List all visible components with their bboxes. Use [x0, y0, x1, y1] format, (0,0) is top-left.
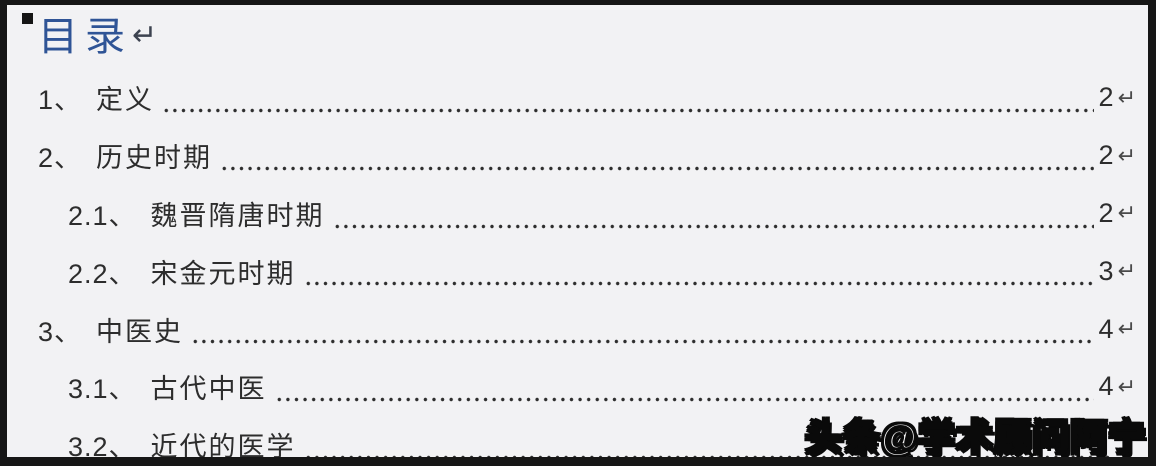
dot-leader [220, 126, 1094, 185]
toc-entry-3-2[interactable]: 3.2、 近代的医学 [7, 415, 1148, 463]
table-of-contents: 1、 定义 2 ↵ 2、 历史时期 2 ↵ 2.1、 魏晋隋唐时期 2 ↵ 2.… [7, 69, 1148, 463]
toc-entry-1[interactable]: 1、 定义 2 ↵ [7, 69, 1148, 127]
page-title: 目录 [38, 15, 132, 59]
toc-entry-number: 3.1、 [68, 374, 137, 405]
toc-entry-label: 古代中医 [150, 374, 267, 405]
toc-entry-2-2[interactable]: 2.2、 宋金元时期 3 ↵ [7, 242, 1148, 301]
paragraph-mark-icon: ↵ [1117, 258, 1136, 284]
toc-page-number: 2 [1098, 197, 1114, 228]
toc-entry-number: 3、 [38, 316, 83, 347]
toc-page-number: 2 [1098, 82, 1114, 113]
toc-page-number: 4 [1098, 313, 1114, 344]
dot-leader [303, 415, 1113, 457]
toc-entry-number: 2.2、 [68, 258, 137, 289]
toc-entry-number: 2.1、 [68, 200, 137, 231]
watermark: 头条@学术顾问阿宁 [804, 416, 1146, 458]
paragraph-mark-icon: ↵ [1117, 316, 1136, 342]
toc-page-number: 2 [1098, 140, 1114, 171]
dot-leader [274, 357, 1094, 416]
toc-entry-label: 近代的医学 [150, 432, 296, 463]
toc-entry-2[interactable]: 2、 历史时期 2 ↵ [7, 126, 1148, 185]
toc-entry-number: 1、 [38, 85, 83, 116]
toc-entry-number: 3.2、 [68, 432, 137, 463]
toc-page-number: 4 [1098, 371, 1114, 402]
toc-entry-label: 定义 [96, 85, 155, 116]
toc-entry-label: 魏晋隋唐时期 [150, 200, 325, 231]
dot-leader [191, 300, 1094, 358]
dot-leader [303, 242, 1094, 301]
toc-entry-3-1[interactable]: 3.1、 古代中医 4 ↵ [7, 357, 1148, 416]
dot-leader [162, 69, 1094, 127]
toc-entry-label: 中医史 [96, 316, 184, 347]
toc-entry-2-1[interactable]: 2.1、 魏晋隋唐时期 2 ↵ [7, 184, 1148, 243]
outline-collapse-marker-icon[interactable] [22, 13, 33, 24]
dot-leader [332, 184, 1094, 243]
paragraph-mark-icon: ↵ [132, 19, 158, 52]
paragraph-mark-icon: ↵ [1117, 84, 1136, 110]
toc-entry-label: 历史时期 [96, 143, 213, 174]
paragraph-mark-icon: ↵ [1117, 200, 1136, 226]
paragraph-mark-icon: ↵ [1117, 142, 1136, 168]
toc-page-number: 3 [1098, 255, 1114, 286]
toc-entry-3[interactable]: 3、 中医史 4 ↵ [7, 300, 1148, 358]
toc-title-row: 目录↵ [7, 5, 1148, 69]
paragraph-mark-icon: ↵ [1117, 373, 1136, 399]
toc-entry-label: 宋金元时期 [150, 258, 296, 289]
toc-entry-number: 2、 [38, 143, 83, 174]
